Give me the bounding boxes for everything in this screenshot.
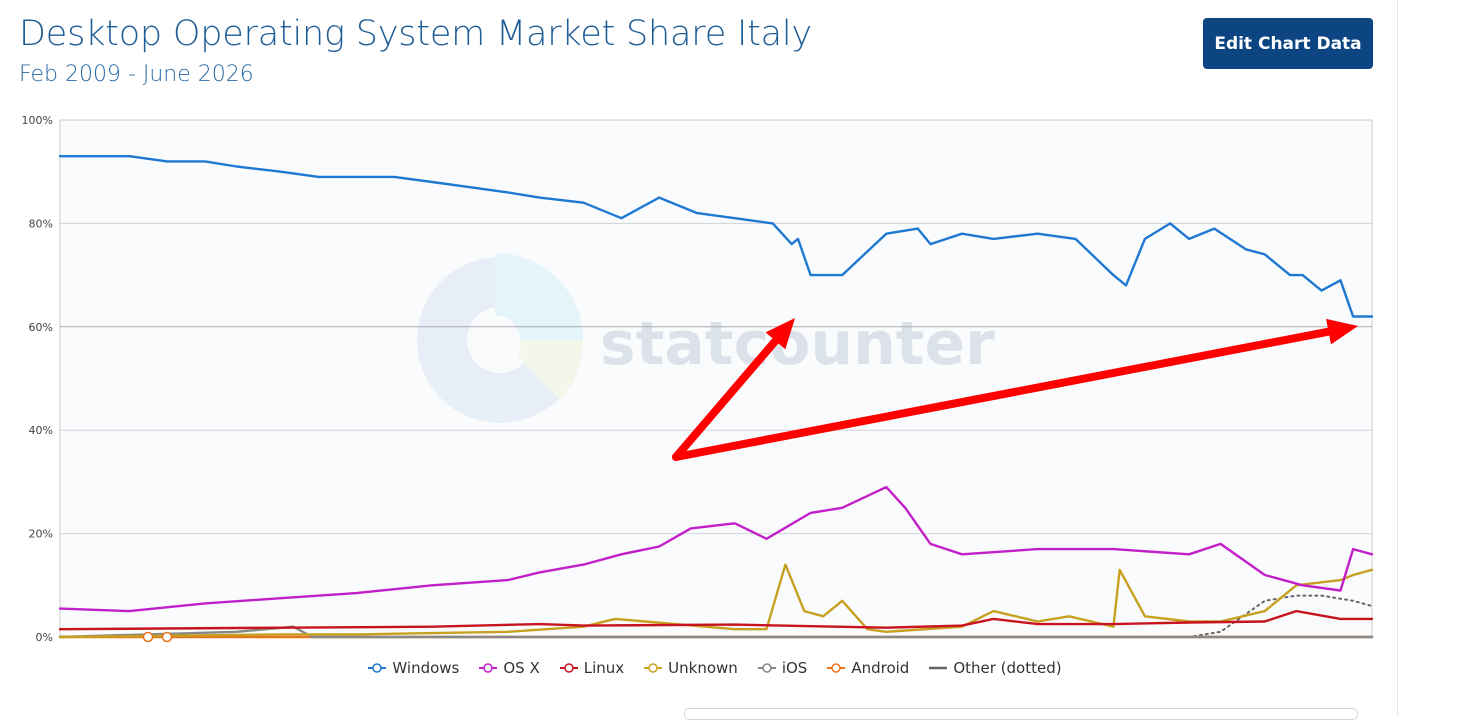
legend-item-linux[interactable]: Linux (559, 659, 625, 677)
legend-item-os-x[interactable]: OS X (479, 659, 540, 677)
y-tick-label: 20% (29, 528, 53, 541)
legend-item-android[interactable]: Android (827, 659, 909, 677)
line-chart: statcounter 0% 20% 40% 60% 80% 100% (22, 114, 1374, 644)
series-line-os-x (58, 485, 1374, 613)
chart-area: statcounter 0% 20% 40% 60% 80% 100% Windows OS … (0, 90, 1398, 715)
series-line-ios (58, 625, 1374, 639)
bottom-panel (684, 708, 1358, 720)
legend-label: Windows (392, 659, 460, 677)
annotation-arrow-right (672, 318, 1358, 461)
legend-label: Other (dotted) (953, 659, 1062, 677)
legend-item-unknown[interactable]: Unknown (644, 659, 738, 677)
watermark-slice-2 (518, 340, 584, 400)
series-line-unknown (58, 563, 1374, 639)
series-line-linux (58, 609, 1374, 631)
legend-marker-icon (757, 663, 776, 673)
y-tick-label: 60% (29, 321, 53, 334)
page-subtitle: Feb 2009 - June 2026 (19, 62, 254, 87)
legend-label: OS X (503, 659, 540, 677)
legend-marker-icon (827, 663, 846, 673)
watermark-text: statcounter (600, 309, 995, 379)
edit-chart-data-button[interactable]: Edit Chart Data (1203, 18, 1373, 69)
arrow-shaft (672, 327, 1333, 461)
y-tick-label: 0% (36, 631, 53, 644)
legend-label: Android (851, 659, 910, 677)
legend-item-windows[interactable]: Windows (368, 659, 459, 677)
annotation-arrow-up (672, 318, 795, 461)
android-point (142, 631, 154, 643)
android-point (161, 631, 173, 643)
sidebar-divider (1397, 0, 1398, 715)
chart-legend: Windows OS X Linux Unknown iOS Android Other (… (0, 656, 1430, 680)
y-tick-label: 40% (29, 424, 53, 437)
legend-marker-icon (559, 663, 578, 673)
arrow-head (765, 318, 795, 350)
watermark-slice-1 (495, 252, 583, 340)
legend-marker-icon (644, 663, 663, 673)
legend-label: Linux (583, 659, 625, 677)
statcounter-watermark: statcounter (417, 252, 995, 423)
legend-item-other-dotted[interactable]: Other (dotted) (929, 659, 1062, 677)
y-tick-label: 80% (29, 217, 53, 230)
legend-label: Unknown (668, 659, 738, 677)
arrow-head (1326, 318, 1358, 345)
series-line-windows (58, 154, 1374, 318)
y-tick-label: 100% (22, 114, 53, 127)
legend-marker-icon (368, 663, 387, 673)
legend-marker-icon (929, 666, 948, 670)
arrow-shaft (672, 336, 780, 461)
page-title: Desktop Operating System Market Share It… (19, 14, 812, 54)
legend-item-ios[interactable]: iOS (757, 659, 808, 677)
legend-marker-icon (479, 663, 498, 673)
legend-label: iOS (781, 659, 808, 677)
